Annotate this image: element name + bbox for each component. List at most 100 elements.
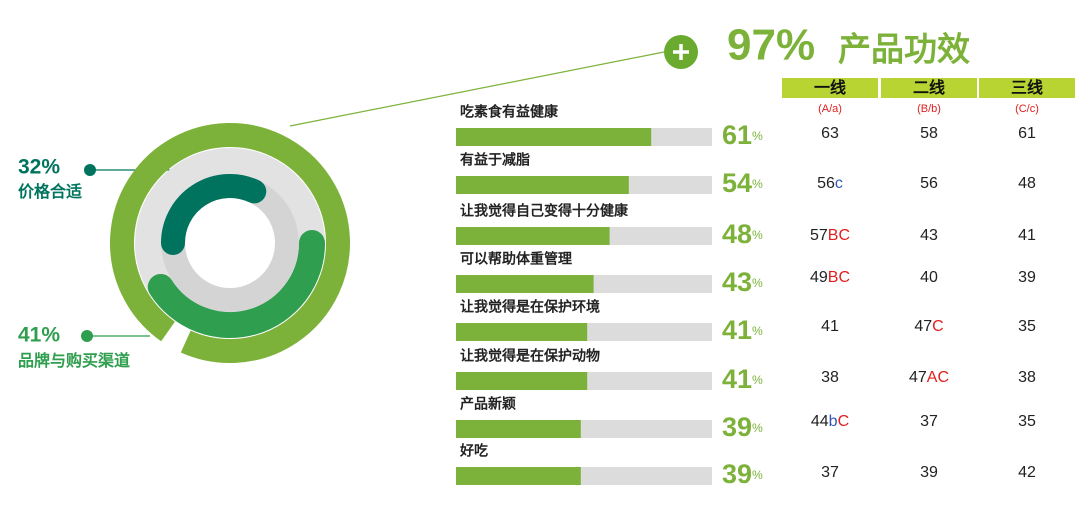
cell-value: 35 (1018, 413, 1036, 430)
table-cell: 58 (920, 125, 938, 142)
table-cell: 44bC (811, 413, 849, 430)
plus-icon (673, 44, 689, 60)
table-cell: 38 (821, 369, 839, 386)
table-cell: 38 (1018, 369, 1036, 386)
cell-value: 48 (1018, 175, 1036, 192)
table-cell: 35 (1018, 413, 1036, 430)
cell-value: 41 (821, 318, 839, 335)
legend-value: 41% (18, 324, 60, 347)
bar (456, 323, 588, 341)
cell-significance: BC (828, 227, 850, 244)
bar (456, 227, 610, 245)
table-cell: 37 (821, 464, 839, 481)
cell-value: 43 (920, 227, 938, 244)
table-cell: 47AC (909, 369, 949, 386)
table-cell: 42 (1018, 464, 1036, 481)
table-cell: 40 (920, 269, 938, 286)
cell-value: 44 (811, 413, 829, 430)
cell-significance: AC (927, 369, 949, 386)
category-label: 让我觉得是在保护环境 (460, 299, 600, 315)
column-header-bg (881, 78, 977, 98)
cell-value: 56 (920, 175, 938, 192)
cell-value: 38 (1018, 369, 1036, 386)
category-label: 有益于减脂 (460, 152, 530, 168)
category-label: 好吃 (459, 443, 488, 459)
table-cell: 35 (1018, 318, 1036, 335)
category-label: 产品新颖 (460, 396, 516, 412)
legend-label: 价格合适 (18, 182, 82, 201)
cell-value: 42 (1018, 464, 1036, 481)
bar (456, 176, 629, 194)
table-cell: 49BC (810, 269, 850, 286)
column-header: 一线 (814, 78, 846, 97)
headline-value: 97% (727, 21, 815, 70)
cell-value: 49 (810, 269, 828, 286)
table-cell: 41 (1018, 227, 1036, 244)
connector-line (289, 51, 665, 127)
ring-arc (147, 230, 325, 338)
bar (456, 128, 652, 146)
category-label: 吃素食有益健康 (460, 104, 559, 120)
cell-value: 38 (821, 369, 839, 386)
column-header-bg (979, 78, 1075, 98)
table-cell: 57BC (810, 227, 850, 244)
cell-significance: BC (828, 269, 850, 286)
table-cell: 56c (817, 175, 843, 192)
cell-value: 57 (810, 227, 828, 244)
legend-dot (84, 164, 96, 176)
cell-value: 47 (914, 318, 932, 335)
category-label: 可以帮助体重管理 (460, 251, 572, 267)
value-label: 39% (722, 412, 763, 442)
column-header: 三线 (1011, 78, 1043, 97)
value-label: 39% (722, 459, 763, 489)
bar (456, 420, 581, 438)
category-label: 让我觉得自己变得十分健康 (460, 203, 629, 219)
value-label: 48% (722, 219, 763, 249)
table-cell: 37 (920, 413, 938, 430)
column-subheader: (A/a) (818, 103, 842, 115)
legend-dot (81, 330, 93, 342)
cell-significance: c (835, 175, 843, 192)
cell-value: 39 (1018, 269, 1036, 286)
column-header: 二线 (913, 78, 945, 97)
ring-arc (110, 123, 350, 363)
cell-significance: C (932, 318, 944, 335)
cell-value: 40 (920, 269, 938, 286)
column-subheader: (B/b) (917, 103, 941, 115)
table-cell: 63 (821, 125, 839, 142)
value-label: 54% (722, 168, 763, 198)
ring-arc (161, 174, 267, 255)
legend-label: 品牌与购买渠道 (18, 351, 130, 370)
bar (456, 467, 581, 485)
headline-label: 产品功效 (838, 31, 970, 68)
column-header-bg (782, 78, 878, 98)
category-label: 让我觉得是在保护动物 (460, 348, 600, 364)
cell-value: 41 (1018, 227, 1036, 244)
cell-value: 37 (821, 464, 839, 481)
bar (456, 275, 594, 293)
cell-value: 35 (1018, 318, 1036, 335)
table-cell: 39 (1018, 269, 1036, 286)
table-cell: 41 (821, 318, 839, 335)
column-subheader: (C/c) (1015, 103, 1039, 115)
value-label: 41% (722, 315, 763, 345)
legend-value: 32% (18, 156, 60, 179)
cell-value: 61 (1018, 125, 1036, 142)
value-label: 43% (722, 267, 763, 297)
bar (456, 372, 588, 390)
table-cell: 48 (1018, 175, 1036, 192)
value-label: 61% (722, 120, 763, 150)
cell-value: 39 (920, 464, 938, 481)
cell-value: 58 (920, 125, 938, 142)
cell-significance: bC (829, 413, 849, 430)
cell-value: 47 (909, 369, 927, 386)
table-cell: 39 (920, 464, 938, 481)
table-cell: 47C (914, 318, 943, 335)
table-cell: 43 (920, 227, 938, 244)
table-cell: 61 (1018, 125, 1036, 142)
cell-value: 63 (821, 125, 839, 142)
cell-value: 37 (920, 413, 938, 430)
value-label: 41% (722, 364, 763, 394)
